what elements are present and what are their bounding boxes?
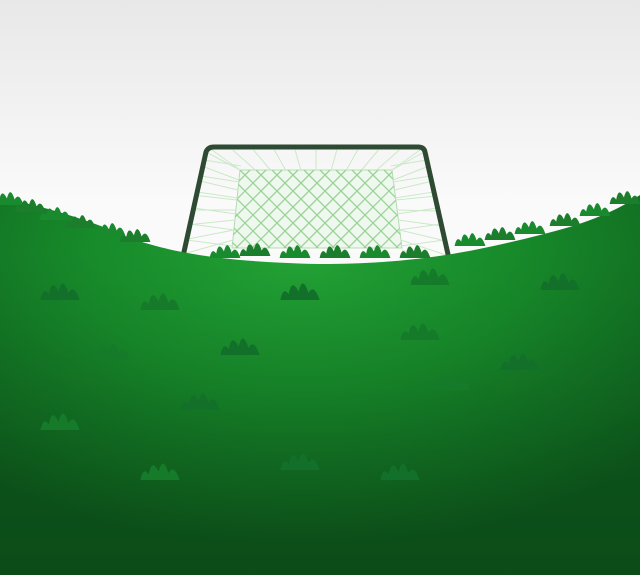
goal-frame [177,144,455,275]
net-strand [391,151,425,171]
net-strand [232,170,267,248]
net-strand [400,239,445,247]
grass-tuft [220,338,260,355]
net-strand [196,195,238,201]
net-strand [205,151,241,171]
grass-tuft [410,268,450,285]
grass-tuft [0,192,24,205]
net-strand [197,191,238,199]
net-strand [232,170,257,248]
grass-tuft [209,245,241,258]
grass-tuft [280,453,320,470]
net-strand [253,149,271,171]
grass-tuft [549,213,581,226]
net-strand [232,149,256,171]
goal-net-back [231,169,403,249]
net-strand [211,149,241,171]
net-strand [232,170,273,248]
net-strand [361,170,402,248]
net-strand [345,149,359,171]
net-strand [294,149,302,171]
grass-tuft [399,245,431,258]
grass-tuft [180,393,220,410]
net-strand [377,170,402,248]
net-strand [330,149,338,171]
grass-tuft [39,207,71,220]
grass-tuft [359,245,391,258]
net-strand [351,170,402,248]
grass-tuft [430,373,470,390]
net-strand [273,149,287,171]
net-strand [335,170,402,248]
net-strand [193,207,237,215]
grass-tuft [280,283,320,300]
net-strand [233,170,315,248]
grass-tuft [119,229,151,242]
grass-tuft [540,273,580,290]
grass-shading [0,250,640,575]
net-strand [395,195,434,201]
grass-tuft [579,203,611,216]
net-strand [187,229,235,240]
net-strand [345,170,402,248]
grass-tuft [454,233,486,246]
grass-tuft [14,199,46,212]
net-strand [190,223,235,231]
net-strand [399,229,444,241]
net-strand [199,180,239,191]
net-strand [393,166,428,181]
grass-tuft [279,245,311,258]
grass-tuft [400,323,440,340]
net-strand [232,170,283,248]
net-strand [190,219,236,225]
grass-tufts [0,191,640,480]
net-strand [394,181,431,191]
net-strand [367,170,402,248]
net-strand [186,239,234,247]
grass-tuft [239,243,271,256]
grass-tuft [40,413,80,430]
net-strand [392,175,431,183]
grass-tuft [380,463,420,480]
grass-tuft [90,343,130,360]
net-strand [376,149,400,171]
soccer-goal [177,144,455,275]
net-strand [361,149,379,171]
net-strand [200,175,240,183]
net-strand [319,170,401,248]
grass-tuft [94,223,126,236]
grass-tuft [484,227,516,240]
net-strand [204,159,242,167]
grass-tuft [40,283,80,300]
net-strand [232,170,289,248]
grass-tuft [140,463,180,480]
net-strand [391,149,421,171]
grass-tuft [609,191,640,204]
net-strand [232,170,299,248]
net-strand [202,166,240,181]
net-strand [390,159,427,167]
net-strand [394,191,434,199]
net-strand [249,170,331,248]
net-strand [396,207,438,215]
grass-tuft [500,353,540,370]
grass-tuft [64,215,96,228]
net-strand [398,223,441,231]
grass-tuft [319,245,351,258]
grass-tuft [140,293,180,310]
grass-tuft [514,221,546,234]
